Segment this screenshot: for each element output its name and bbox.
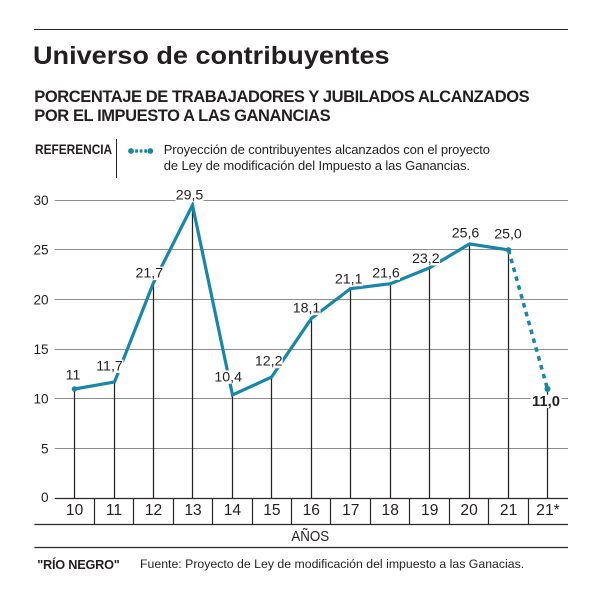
svg-text:10: 10 <box>66 502 84 519</box>
svg-text:11,0: 11,0 <box>532 394 560 410</box>
svg-text:10,4: 10,4 <box>214 369 242 385</box>
svg-text:11: 11 <box>106 502 122 519</box>
svg-text:12,2: 12,2 <box>255 354 283 370</box>
svg-text:19: 19 <box>421 502 438 519</box>
svg-text:21,1: 21,1 <box>335 272 363 288</box>
svg-text:15: 15 <box>33 342 48 357</box>
svg-text:18: 18 <box>382 502 399 519</box>
svg-text:25,6: 25,6 <box>452 226 480 242</box>
svg-text:16: 16 <box>303 502 320 519</box>
svg-text:0: 0 <box>41 490 49 505</box>
svg-text:21*: 21* <box>536 502 559 519</box>
svg-text:30: 30 <box>33 193 49 208</box>
svg-text:20: 20 <box>33 292 49 307</box>
svg-text:15: 15 <box>263 502 281 519</box>
svg-text:23,2: 23,2 <box>412 251 440 267</box>
svg-text:AÑOS: AÑOS <box>291 527 329 545</box>
svg-text:21,6: 21,6 <box>372 265 400 281</box>
svg-text:5: 5 <box>41 441 49 456</box>
svg-text:13: 13 <box>184 502 201 519</box>
svg-text:17: 17 <box>342 502 359 519</box>
svg-text:14: 14 <box>224 502 242 519</box>
svg-text:25: 25 <box>33 243 48 258</box>
svg-text:18,1: 18,1 <box>293 301 321 317</box>
svg-text:10: 10 <box>33 392 49 407</box>
svg-text:20: 20 <box>460 502 478 519</box>
svg-text:11: 11 <box>66 368 81 384</box>
svg-text:21,7: 21,7 <box>135 266 163 282</box>
svg-text:11,7: 11,7 <box>96 359 123 375</box>
svg-text:29,5: 29,5 <box>176 187 204 203</box>
svg-text:25,0: 25,0 <box>494 227 522 243</box>
svg-text:21: 21 <box>500 502 517 519</box>
svg-text:12: 12 <box>145 502 162 519</box>
